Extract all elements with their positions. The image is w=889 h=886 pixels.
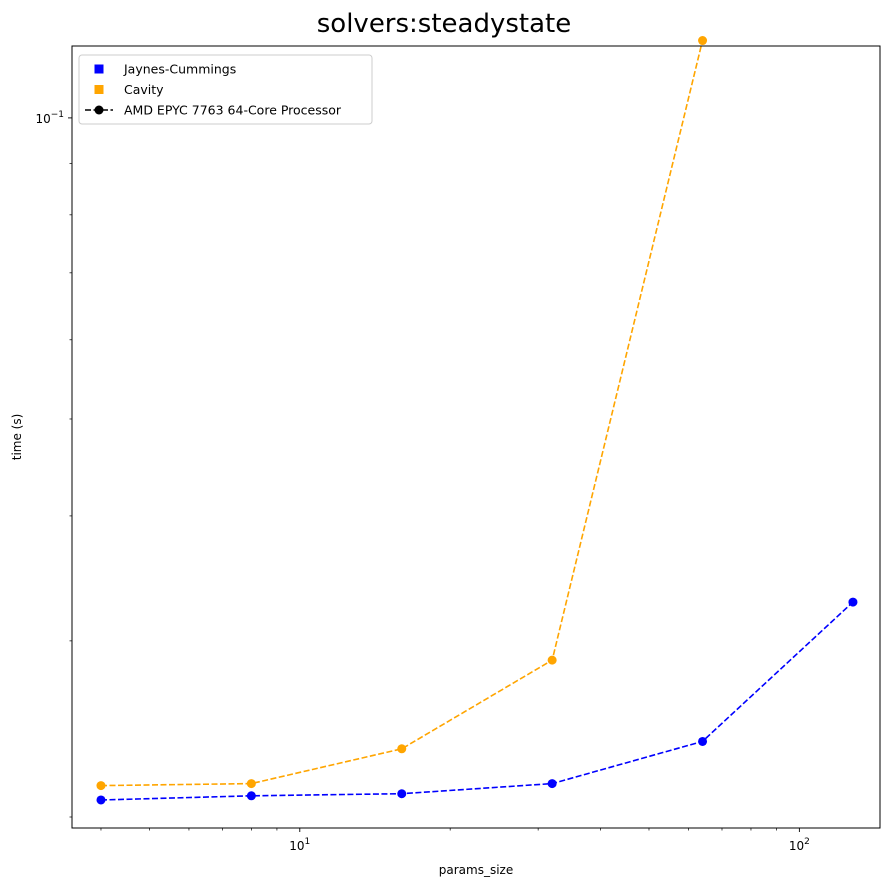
plot-frame bbox=[71, 45, 881, 829]
y-axis: 10−1 bbox=[35, 110, 72, 818]
data-point-jaynes-cummings bbox=[96, 795, 106, 805]
data-point-cavity bbox=[547, 655, 557, 665]
data-point-jaynes-cummings bbox=[698, 736, 708, 746]
data-point-cavity bbox=[96, 781, 106, 791]
legend-label-jaynes-cummings: Jaynes-Cummings bbox=[123, 62, 236, 77]
data-point-jaynes-cummings bbox=[547, 779, 557, 789]
legend-label-amd-epyc-7763-64-core-processor: AMD EPYC 7763 64-Core Processor bbox=[124, 103, 342, 118]
legend: Jaynes-Cummings Cavity AMD EPYC 7763 64-Co… bbox=[78, 54, 373, 125]
data-point-jaynes-cummings bbox=[397, 789, 407, 799]
legend-box bbox=[78, 54, 373, 125]
legend-label-cavity: Cavity bbox=[124, 82, 164, 97]
data-point-cavity bbox=[698, 36, 708, 46]
data-point-jaynes-cummings bbox=[246, 791, 256, 801]
y-tick-label: 10−1 bbox=[35, 110, 64, 126]
series-line-cavity bbox=[100, 40, 704, 787]
legend-marker-amd-epyc-7763-64-core-processor bbox=[94, 105, 104, 115]
plot-area bbox=[96, 36, 858, 805]
series-line-jaynes-cummings bbox=[100, 601, 854, 801]
y-axis-label: time (s) bbox=[10, 414, 24, 461]
data-point-cavity bbox=[397, 744, 407, 754]
x-tick-label: 102 bbox=[789, 837, 810, 853]
x-tick-label: 101 bbox=[289, 837, 310, 853]
chart-title: solvers:steadystate bbox=[317, 9, 571, 39]
x-axis: 101 102 bbox=[100, 828, 810, 853]
legend-marker-cavity bbox=[94, 85, 104, 94]
data-point-jaynes-cummings bbox=[848, 597, 858, 607]
data-point-cavity bbox=[246, 779, 256, 789]
legend-marker-jaynes-cummings bbox=[94, 64, 104, 74]
x-axis-label: params_size bbox=[439, 863, 513, 877]
